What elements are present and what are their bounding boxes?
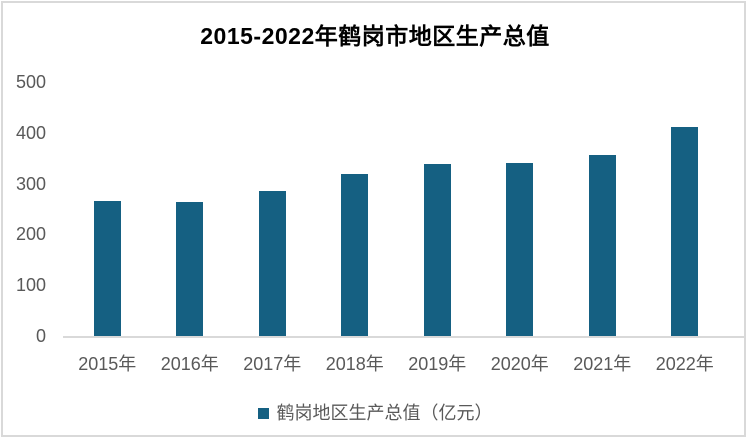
y-axis-tick-label: 0 — [35, 326, 46, 346]
x-axis-line — [63, 336, 746, 338]
bar-2018年 — [341, 174, 369, 336]
bar-2022年 — [671, 127, 699, 336]
x-axis-label: 2019年 — [408, 354, 467, 374]
bar-column — [561, 82, 644, 336]
legend-label: 鹤岗地区生产总值（亿元） — [276, 403, 493, 423]
plot-area — [66, 82, 726, 336]
bar-column — [231, 82, 314, 336]
x-axis-label: 2016年 — [160, 354, 219, 374]
x-axis-label: 2022年 — [655, 354, 714, 374]
chart-title: 2015-2022年鹤岗市地区生产总值 — [200, 23, 550, 49]
bar-2021年 — [588, 155, 616, 336]
y-axis-tick-label: 100 — [15, 275, 46, 296]
x-axis-label: 2020年 — [490, 354, 549, 374]
y-axis-tick-label: 200 — [15, 224, 46, 245]
x-axis-label: 2018年 — [325, 354, 384, 374]
bar-column — [149, 82, 232, 336]
bar-column — [314, 82, 397, 336]
bar-2015年 — [93, 200, 121, 336]
bar-2016年 — [176, 201, 204, 336]
bar-2019年 — [423, 164, 451, 336]
bar-column — [66, 82, 149, 336]
x-axis-labels: 2015年 2016年 2017年 2018年 2019年 2020年 2021年 2022年 — [66, 352, 726, 376]
bar-column — [644, 82, 727, 336]
y-axis-tick-label: 400 — [15, 122, 46, 143]
bar-2017年 — [258, 191, 286, 336]
x-axis-label: 2017年 — [243, 354, 302, 374]
y-axis-tick-label: 500 — [15, 72, 46, 92]
y-axis-tick-label: 300 — [15, 173, 46, 194]
legend-swatch — [257, 407, 269, 419]
bar-column — [479, 82, 562, 336]
x-axis-label: 2021年 — [573, 354, 632, 374]
bar-column — [396, 82, 479, 336]
legend: 鹤岗地区生产总值（亿元） — [0, 402, 750, 424]
x-axis-label: 2015年 — [78, 354, 137, 374]
bar-2020年 — [506, 162, 534, 336]
